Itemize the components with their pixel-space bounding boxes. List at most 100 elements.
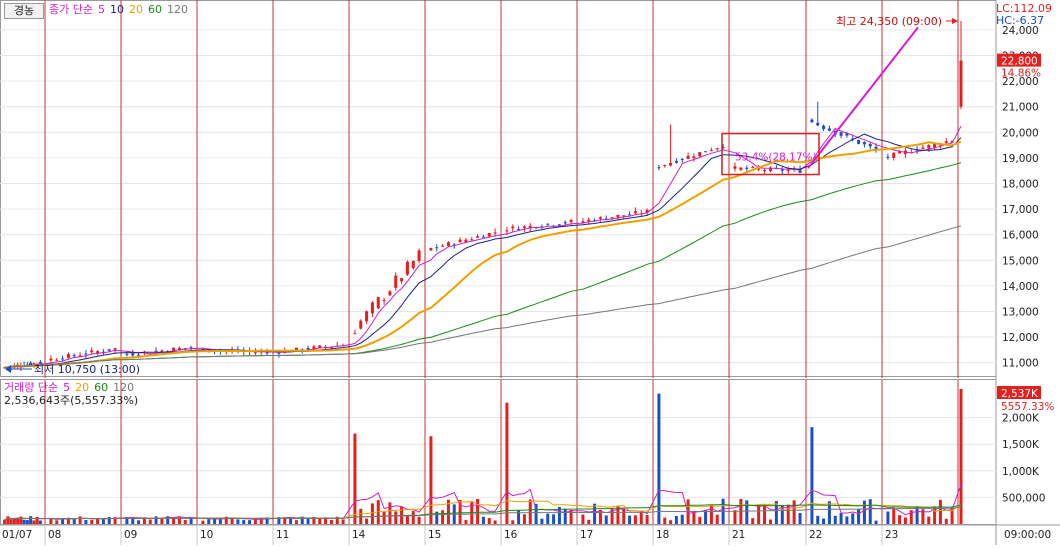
volume-bar-down <box>61 518 65 524</box>
volume-bar-down <box>435 511 439 524</box>
volume-bar-up <box>12 518 16 524</box>
x-tick-label: 21 <box>732 529 745 541</box>
candle-down <box>628 214 632 216</box>
volume-bar-down <box>84 520 88 524</box>
volume-y-tick-label: 2,000K <box>1002 413 1040 425</box>
volume-bar-up <box>476 499 480 524</box>
candle-up <box>663 165 667 167</box>
volume-bar-up <box>394 511 398 524</box>
candle-down <box>61 358 65 360</box>
candle-up <box>49 358 53 361</box>
volume-bar-down <box>845 516 849 524</box>
volume-y-tick-label: 1,000K <box>1002 466 1040 478</box>
candle-up <box>622 215 626 217</box>
candle-up <box>950 140 954 143</box>
volume-bar-down <box>154 516 158 524</box>
volume-bar-up <box>294 520 298 524</box>
candle-up <box>487 233 491 237</box>
volume-bar-down <box>300 516 304 524</box>
vol-ma-period-20: 20 <box>75 381 90 394</box>
candle-down <box>857 140 861 144</box>
volume-bar-up <box>446 499 450 524</box>
volume-bar-up <box>944 518 948 524</box>
candle-up <box>183 348 187 350</box>
candle-up <box>698 152 702 157</box>
last-volume-pct-label: 5557.33% <box>1001 401 1054 413</box>
candle-up <box>927 144 931 149</box>
volume-bar-up <box>142 517 146 524</box>
last-volume-tag-bg <box>997 386 1041 399</box>
volume-bar-down <box>125 516 129 524</box>
volume-bar-up <box>6 516 10 524</box>
volume-bar-up <box>487 518 491 524</box>
ma-period-120: 120 <box>166 3 188 16</box>
volume-bar-up <box>19 516 23 524</box>
candle-up <box>376 297 380 309</box>
volume-bar-up <box>938 499 942 524</box>
price-y-tick-label: 21,000 <box>1002 102 1039 114</box>
candle-up <box>353 333 357 335</box>
candle-up <box>569 220 573 222</box>
volume-bar-up <box>365 518 369 524</box>
volume-bar-down <box>822 518 826 524</box>
volume-bar-up <box>113 517 117 524</box>
volume-bar-up <box>669 520 673 524</box>
volume-bar-up <box>587 519 591 524</box>
x-tick-label: 10 <box>200 529 213 541</box>
volume-bar-up <box>49 518 53 524</box>
candle-up <box>587 219 591 222</box>
candle-down <box>38 361 42 364</box>
ma-period-60: 60 <box>147 3 162 16</box>
candle-up <box>633 211 637 214</box>
candle-down <box>810 119 814 123</box>
volume-bar-up <box>950 506 954 524</box>
volume-ma-line-120 <box>4 506 962 521</box>
volume-bar-down <box>517 510 521 524</box>
candle-up <box>365 311 369 322</box>
candle-down <box>189 347 193 349</box>
volume-bar-up <box>470 502 474 524</box>
candle-up <box>763 169 767 171</box>
volume-bar-down <box>248 520 252 524</box>
candle-down <box>680 159 684 161</box>
candle-down <box>306 347 310 350</box>
candle-down <box>154 350 158 352</box>
candle-up <box>581 221 585 223</box>
candle-down <box>862 142 866 145</box>
volume-bar-up <box>417 516 421 524</box>
candle-down <box>839 132 843 136</box>
low-marker-arrow <box>5 365 11 374</box>
price-y-tick-label: 15,000 <box>1002 255 1039 267</box>
candle-down <box>546 223 550 225</box>
volume-bar-down <box>137 520 141 524</box>
symbol-tag[interactable]: 경농 <box>4 3 44 19</box>
volume-bar-up <box>160 517 164 524</box>
candle-down <box>816 122 820 126</box>
volume-bar-down <box>827 501 831 524</box>
volume-y-tick-label: 1,500K <box>1002 439 1040 451</box>
candle-down <box>517 228 521 230</box>
candle-up <box>417 250 421 262</box>
volume-bar-up <box>933 506 937 524</box>
candle-up <box>505 230 509 232</box>
volume-bar-up <box>183 519 187 524</box>
candle-down <box>874 146 878 150</box>
candle-down <box>674 160 678 163</box>
trend-arrow-line <box>807 26 919 169</box>
volume-bar-down <box>604 515 608 524</box>
candle-up <box>892 152 896 158</box>
candle-up <box>933 143 937 148</box>
candle-down <box>798 169 802 173</box>
volume-bar-down <box>886 511 890 524</box>
lc-label: LC:112.09 <box>996 2 1053 15</box>
volume-bar-down <box>72 518 76 524</box>
volume-bar-up <box>201 520 205 524</box>
candle-up <box>253 352 257 354</box>
candle-up <box>90 350 94 353</box>
vol-ma-period-5: 5 <box>63 381 71 394</box>
x-tick-label: 17 <box>580 529 593 541</box>
candle-up <box>938 144 942 146</box>
volume-bar-up <box>639 512 643 524</box>
volume-bar-up <box>382 511 386 524</box>
candle-up <box>32 363 36 365</box>
